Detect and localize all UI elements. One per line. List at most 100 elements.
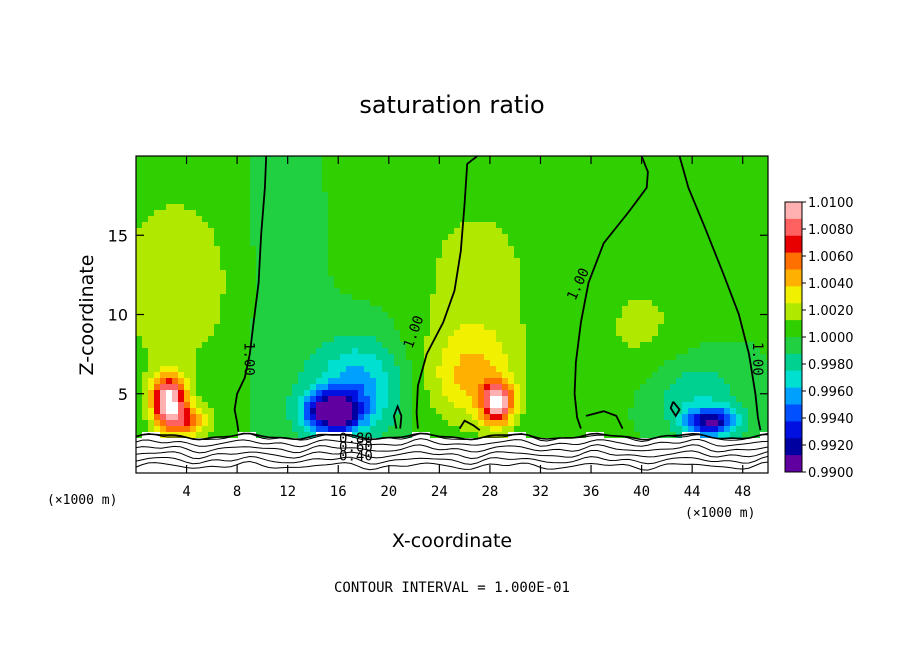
field-cell <box>634 432 641 439</box>
field-cell <box>244 180 251 187</box>
field-cell <box>604 192 611 199</box>
field-cell <box>202 360 209 367</box>
field-cell <box>454 276 461 283</box>
field-cell <box>502 306 509 313</box>
field-cell <box>244 222 251 229</box>
field-cell <box>556 156 563 163</box>
field-cell <box>568 372 575 379</box>
field-cell <box>316 414 323 421</box>
field-cell <box>652 222 659 229</box>
field-cell <box>568 246 575 253</box>
field-cell <box>358 396 365 403</box>
field-cell <box>370 168 377 175</box>
field-cell <box>322 360 329 367</box>
field-cell <box>442 162 449 169</box>
field-cell <box>274 306 281 313</box>
field-cell <box>178 252 185 259</box>
field-cell <box>334 372 341 379</box>
field-cell <box>628 282 635 289</box>
field-cell <box>190 330 197 337</box>
field-cell <box>556 396 563 403</box>
field-cell <box>724 204 731 211</box>
field-cell <box>214 432 221 439</box>
field-cell <box>628 228 635 235</box>
field-cell <box>736 420 743 427</box>
field-cell <box>268 240 275 247</box>
field-cell <box>382 348 389 355</box>
field-cell <box>412 180 419 187</box>
field-cell <box>142 174 149 181</box>
field-cell <box>622 324 629 331</box>
field-cell <box>574 162 581 169</box>
field-cell <box>184 414 191 421</box>
field-cell <box>658 318 665 325</box>
field-cell <box>520 168 527 175</box>
field-cell <box>610 366 617 373</box>
field-cell <box>754 426 761 433</box>
field-cell <box>262 324 269 331</box>
field-cell <box>358 282 365 289</box>
field-cell <box>286 180 293 187</box>
field-cell <box>412 300 419 307</box>
field-cell <box>472 240 479 247</box>
field-cell <box>382 270 389 277</box>
field-cell <box>742 192 749 199</box>
field-cell <box>766 396 768 403</box>
field-cell <box>442 318 449 325</box>
field-cell <box>148 228 155 235</box>
field-cell <box>190 162 197 169</box>
field-cell <box>262 384 269 391</box>
field-cell <box>142 186 149 193</box>
field-cell <box>172 234 179 241</box>
field-cell <box>250 222 257 229</box>
field-cell <box>364 360 371 367</box>
field-cell <box>214 300 221 307</box>
field-cell <box>352 420 359 427</box>
field-cell <box>628 372 635 379</box>
field-cell <box>622 390 629 397</box>
field-cell <box>742 252 749 259</box>
field-cell <box>226 246 233 253</box>
field-cell <box>556 348 563 355</box>
field-cell <box>598 402 605 409</box>
field-cell <box>238 300 245 307</box>
field-cell <box>574 210 581 217</box>
field-cell <box>292 360 299 367</box>
field-cell <box>166 246 173 253</box>
field-cell <box>568 342 575 349</box>
field-cell <box>724 156 731 163</box>
field-cell <box>286 300 293 307</box>
field-cell <box>442 354 449 361</box>
field-cell <box>292 162 299 169</box>
field-cell <box>148 366 155 373</box>
field-cell <box>718 216 725 223</box>
field-cell <box>538 156 545 163</box>
field-cell <box>400 204 407 211</box>
field-cell <box>682 342 689 349</box>
field-cell <box>286 420 293 427</box>
field-cell <box>718 426 725 433</box>
field-cell <box>418 246 425 253</box>
field-cell <box>310 288 317 295</box>
field-cell <box>754 390 761 397</box>
field-cell <box>586 228 593 235</box>
field-cell <box>730 204 737 211</box>
field-cell <box>724 294 731 301</box>
field-cell <box>244 396 251 403</box>
field-cell <box>550 312 557 319</box>
field-cell <box>460 186 467 193</box>
field-cell <box>154 408 161 415</box>
field-cell <box>160 240 167 247</box>
field-cell <box>190 258 197 265</box>
field-cell <box>592 366 599 373</box>
field-cell <box>280 288 287 295</box>
field-cell <box>538 336 545 343</box>
field-cell <box>172 216 179 223</box>
field-cell <box>382 384 389 391</box>
field-cell <box>724 432 731 439</box>
field-cell <box>490 414 497 421</box>
field-cell <box>298 378 305 385</box>
field-cell <box>316 174 323 181</box>
field-cell <box>364 354 371 361</box>
field-cell <box>268 336 275 343</box>
